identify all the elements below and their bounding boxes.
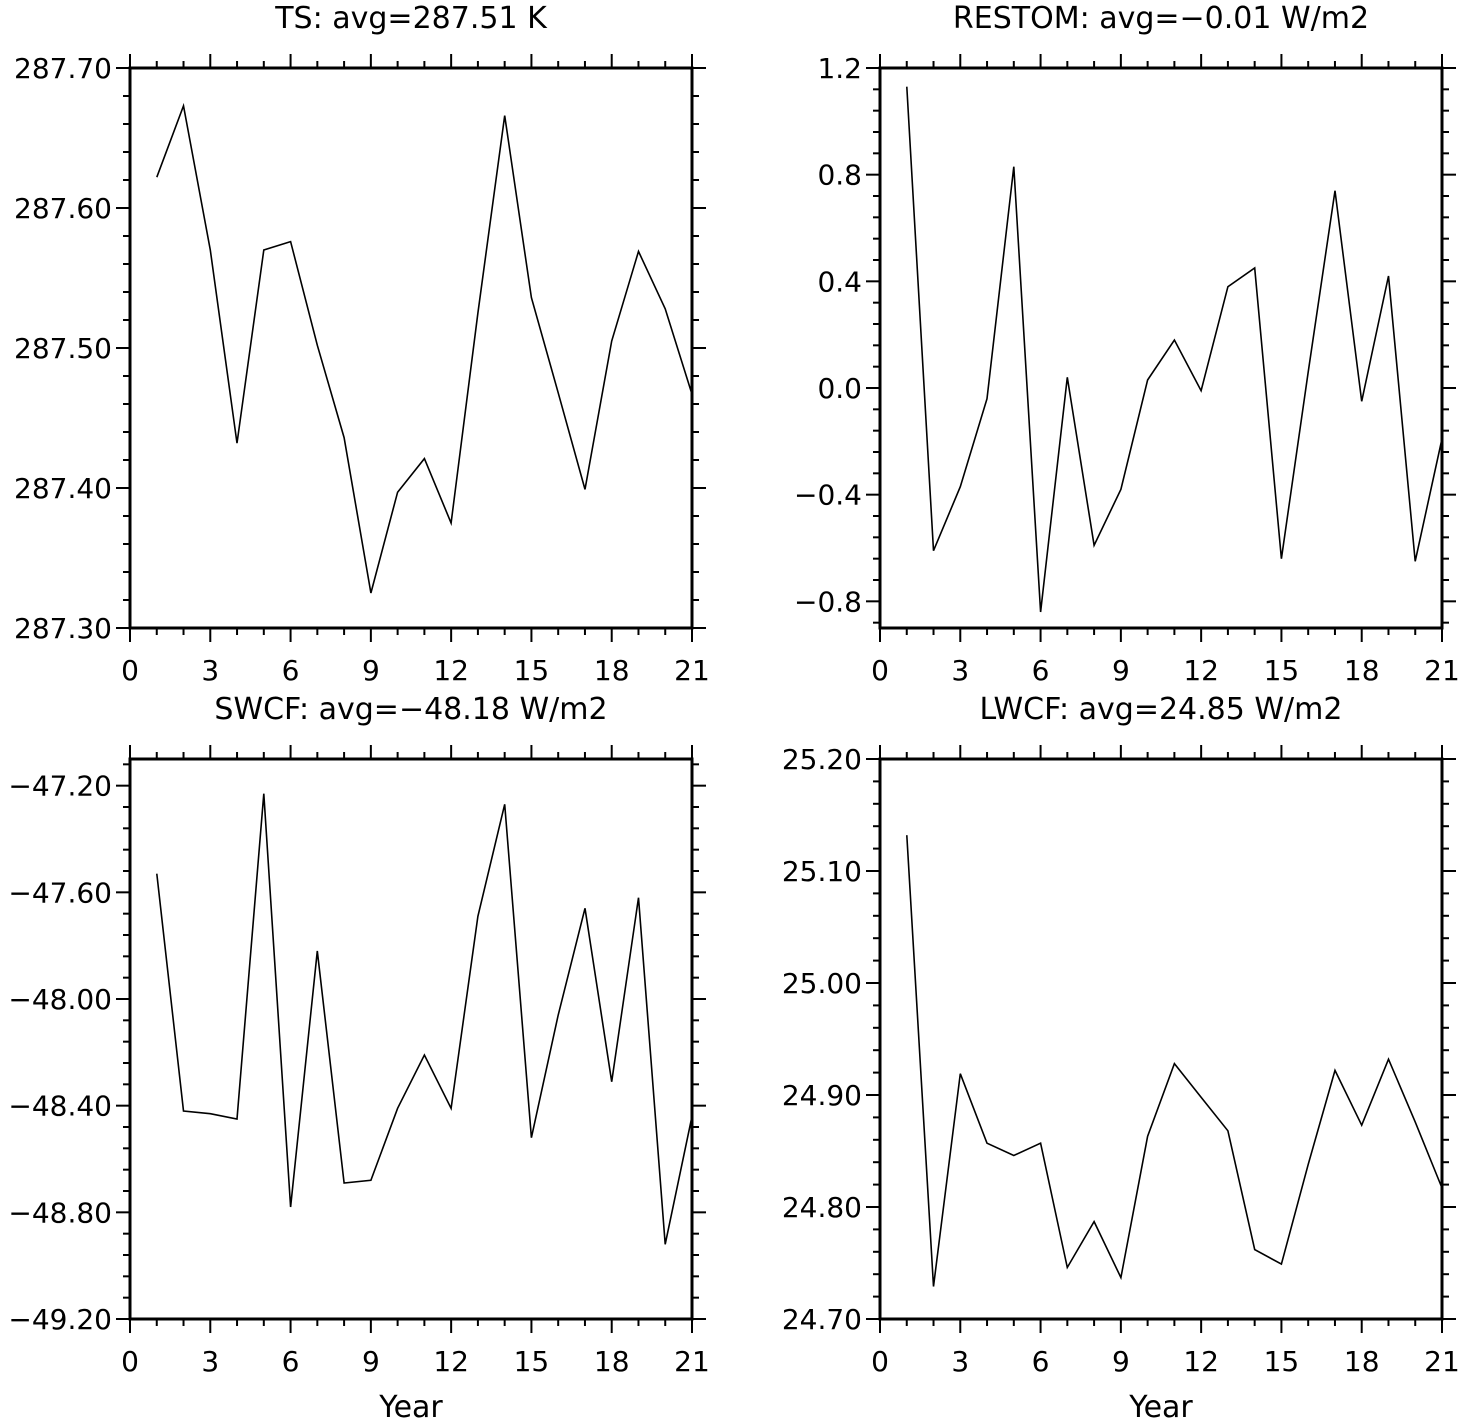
restom-y-tick-label: 1.2 xyxy=(817,52,862,85)
ts-y-tick-label: 287.50 xyxy=(14,332,112,365)
restom-x-tick-label: 6 xyxy=(1032,654,1050,687)
lwcf-x-tick-label: 9 xyxy=(1112,1345,1130,1378)
ts-y-tick-label: 287.70 xyxy=(14,52,112,85)
lwcf-y-tick-label: 24.80 xyxy=(782,1191,862,1224)
lwcf-plot-frame xyxy=(878,757,1444,1321)
swcf-x-axis-label: Year xyxy=(378,1390,443,1419)
restom-title: RESTOM: avg=−0.01 W/m2 xyxy=(953,1,1369,36)
ts-title: TS: avg=287.51 K xyxy=(274,1,548,36)
swcf-y-tick-label: −47.60 xyxy=(8,876,112,909)
swcf-x-tick-label: 15 xyxy=(514,1345,550,1378)
swcf-panel: SWCF: avg=−48.18 W/m2 −49.20 −48.80 −48.40 −… xyxy=(8,692,709,1419)
ts-series-line xyxy=(156,102,693,594)
swcf-x-tick-label: 3 xyxy=(201,1345,219,1378)
swcf-plot-frame xyxy=(128,757,694,1321)
ts-x-tick-label: 21 xyxy=(674,654,710,687)
ts-x-tick-label: 12 xyxy=(433,654,469,687)
restom-x-tick-label: 15 xyxy=(1264,654,1300,687)
swcf-series-line xyxy=(156,793,693,1245)
lwcf-panel: LWCF: avg=24.85 W/m2 24.70 24.80 24.90 25.00… xyxy=(782,692,1458,1419)
swcf-x-tick-label: 6 xyxy=(282,1345,300,1378)
ts-x-tick-label: 0 xyxy=(121,654,139,687)
swcf-x-tick-label: 18 xyxy=(594,1345,630,1378)
ts-x-tick-label: 6 xyxy=(282,654,300,687)
swcf-y-tick-label: −48.00 xyxy=(8,983,112,1016)
restom-plot-frame xyxy=(878,66,1444,630)
swcf-y-tick-label: −47.20 xyxy=(8,770,112,803)
restom-y-tick-label: −0.4 xyxy=(794,479,862,512)
lwcf-x-tick-label: 12 xyxy=(1183,1345,1219,1378)
lwcf-y-tick-label: 24.70 xyxy=(782,1303,862,1336)
restom-panel: RESTOM: avg=−0.01 W/m2 −0.8 −0.4 0.0 0.4 0.8 1… xyxy=(794,1,1458,687)
restom-x-tick-label: 0 xyxy=(871,654,889,687)
lwcf-x-tick-label: 21 xyxy=(1424,1345,1458,1378)
swcf-x-tick-label: 21 xyxy=(674,1345,710,1378)
lwcf-title: LWCF: avg=24.85 W/m2 xyxy=(980,692,1343,727)
ts-x-tick-label: 9 xyxy=(362,654,380,687)
ts-y-tick-label: 287.30 xyxy=(14,612,112,645)
ts-plot-frame xyxy=(128,66,694,630)
restom-x-tick-label: 12 xyxy=(1183,654,1219,687)
swcf-y-tick-label: −49.20 xyxy=(8,1303,112,1336)
restom-x-tick-label: 18 xyxy=(1344,654,1380,687)
restom-y-tick-label: −0.8 xyxy=(794,585,862,618)
lwcf-x-tick-label: 6 xyxy=(1032,1345,1050,1378)
ts-x-tick-label: 18 xyxy=(594,654,630,687)
swcf-x-tick-label: 12 xyxy=(433,1345,469,1378)
restom-x-tick-label: 3 xyxy=(951,654,969,687)
lwcf-x-tick-label: 15 xyxy=(1264,1345,1300,1378)
ts-y-tick-label: 287.60 xyxy=(14,192,112,225)
restom-x-tick-label: 9 xyxy=(1112,654,1130,687)
lwcf-y-tick-label: 25.20 xyxy=(782,743,862,776)
lwcf-x-tick-label: 18 xyxy=(1344,1345,1380,1378)
swcf-x-tick-label: 0 xyxy=(121,1345,139,1378)
restom-series-line xyxy=(906,86,1443,613)
swcf-x-tick-label: 9 xyxy=(362,1345,380,1378)
swcf-y-tick-label: −48.40 xyxy=(8,1090,112,1123)
ts-x-tick-label: 3 xyxy=(201,654,219,687)
lwcf-x-tick-label: 0 xyxy=(871,1345,889,1378)
lwcf-y-tick-label: 25.10 xyxy=(782,855,862,888)
ts-x-tick-label: 15 xyxy=(514,654,550,687)
restom-y-tick-label: 0.8 xyxy=(817,159,862,192)
lwcf-x-tick-label: 3 xyxy=(951,1345,969,1378)
lwcf-y-tick-label: 25.00 xyxy=(782,967,862,1000)
lwcf-series-line xyxy=(906,835,1443,1287)
lwcf-x-axis-label: Year xyxy=(1128,1390,1193,1419)
lwcf-y-tick-label: 24.90 xyxy=(782,1079,862,1112)
restom-x-tick-label: 21 xyxy=(1424,654,1458,687)
ts-y-tick-label: 287.40 xyxy=(14,472,112,505)
ts-panel: TS: avg=287.51 K 287.30 287.40 287.50 287.60… xyxy=(14,1,710,687)
swcf-y-tick-label: −48.80 xyxy=(8,1196,112,1229)
restom-y-tick-label: 0.0 xyxy=(817,372,862,405)
restom-y-tick-label: 0.4 xyxy=(817,265,862,298)
swcf-title: SWCF: avg=−48.18 W/m2 xyxy=(214,692,607,727)
